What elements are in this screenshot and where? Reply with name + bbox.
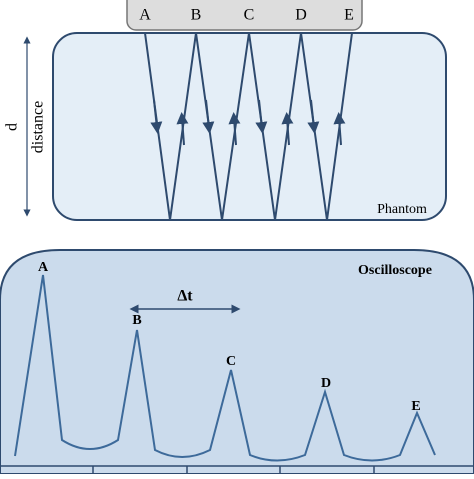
delta-t-label: ∆t bbox=[177, 288, 193, 305]
transducer-label: E bbox=[344, 7, 354, 24]
peak-label: A bbox=[38, 260, 49, 275]
transducer-label: C bbox=[244, 7, 255, 24]
peak-label: E bbox=[411, 399, 420, 414]
oscilloscope-title: Oscilloscope bbox=[358, 263, 432, 278]
peak-label: D bbox=[321, 376, 331, 391]
transducer bbox=[126, 0, 363, 31]
peak-label: B bbox=[132, 313, 141, 328]
d-label: d bbox=[4, 123, 21, 131]
phantom-label: Phantom bbox=[377, 202, 427, 217]
waveform bbox=[14, 274, 436, 462]
transducer-label: B bbox=[191, 7, 202, 24]
scale bbox=[0, 465, 474, 474]
phantom bbox=[52, 32, 447, 221]
distance-label: distance bbox=[30, 101, 47, 153]
rays bbox=[144, 32, 353, 221]
peak-label: C bbox=[226, 354, 236, 369]
transducer-label: D bbox=[295, 7, 307, 24]
transducer-label: A bbox=[139, 7, 151, 24]
oscilloscope bbox=[0, 249, 474, 475]
